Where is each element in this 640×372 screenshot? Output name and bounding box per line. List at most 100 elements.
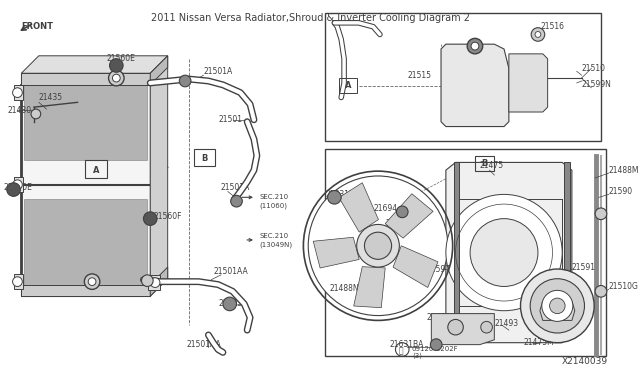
Circle shape [230,195,243,207]
Circle shape [542,291,573,321]
Text: 21501AA: 21501AA [186,340,221,349]
Text: 21488M: 21488M [609,166,639,175]
Bar [85,160,107,178]
Text: 21475: 21475 [480,161,504,170]
Polygon shape [21,73,150,296]
Text: 21510G: 21510G [609,282,639,291]
Text: A: A [93,166,99,175]
Text: 21599N: 21599N [582,80,611,89]
Polygon shape [446,163,572,343]
Text: (11060): (11060) [260,203,288,209]
Text: A: A [345,81,351,90]
Polygon shape [313,237,359,268]
Circle shape [113,74,120,82]
Circle shape [179,75,191,87]
Polygon shape [13,85,23,100]
Text: X2140039: X2140039 [562,357,608,366]
Text: 21631B: 21631B [326,190,355,199]
Circle shape [467,38,483,54]
Text: 21435: 21435 [39,93,63,102]
Circle shape [328,190,341,204]
Text: 21591: 21591 [572,263,596,272]
Polygon shape [148,275,160,291]
Polygon shape [21,285,150,296]
Text: 2011 Nissan Versa Radiator,Shroud & Inverter Cooling Diagram 2: 2011 Nissan Versa Radiator,Shroud & Inve… [150,13,470,23]
Bar [324,149,606,356]
Circle shape [150,278,160,288]
Circle shape [481,321,492,333]
Text: 21560E: 21560E [4,183,33,192]
Text: 21597: 21597 [426,264,451,273]
Bar [324,13,601,141]
Text: B: B [481,159,488,168]
Text: 21495N: 21495N [386,219,415,228]
Text: 21631BA: 21631BA [390,340,424,349]
Text: 21560F: 21560F [153,212,182,221]
Text: 21476H: 21476H [426,313,456,322]
Text: 21694: 21694 [373,205,397,214]
Circle shape [356,224,399,267]
Polygon shape [150,56,168,85]
Circle shape [369,236,388,256]
Text: 21510: 21510 [582,64,605,73]
Text: 21493: 21493 [494,319,518,328]
Text: 21503: 21503 [218,299,242,308]
Polygon shape [21,56,168,73]
Circle shape [141,275,153,286]
Circle shape [109,70,124,86]
Text: 21475M: 21475M [524,338,554,347]
Text: (13049N): (13049N) [260,241,293,248]
Polygon shape [354,267,385,308]
Text: 21430: 21430 [8,106,32,115]
Polygon shape [393,246,438,288]
Circle shape [223,297,237,311]
Circle shape [88,278,96,286]
Circle shape [143,212,157,225]
Bar [564,163,570,337]
Polygon shape [24,199,147,291]
Circle shape [13,88,22,97]
Polygon shape [540,301,575,320]
Polygon shape [441,44,509,126]
Circle shape [109,59,123,72]
Polygon shape [150,267,168,296]
Circle shape [470,219,538,286]
Circle shape [530,279,584,333]
Text: FRONT: FRONT [21,22,53,31]
Circle shape [13,277,22,286]
Text: SEC.210: SEC.210 [260,233,289,239]
Circle shape [31,109,41,119]
Text: 21501A: 21501A [204,67,233,76]
Polygon shape [24,78,147,160]
Polygon shape [150,56,168,296]
Polygon shape [21,73,150,85]
Polygon shape [509,54,548,112]
Circle shape [430,339,442,350]
Polygon shape [339,183,378,232]
Circle shape [7,183,20,196]
Circle shape [595,208,607,219]
Text: 21501: 21501 [218,115,242,124]
Bar [339,78,356,93]
Bar [454,163,460,337]
Circle shape [13,180,22,190]
Text: 21488N: 21488N [330,284,359,293]
Text: 21516: 21516 [541,22,565,31]
Polygon shape [385,194,433,238]
Circle shape [364,232,392,259]
Polygon shape [13,177,23,192]
Circle shape [535,32,541,37]
Text: Ⓑ: Ⓑ [399,346,404,355]
Text: ⟨3⟩: ⟨3⟩ [412,353,422,359]
Circle shape [531,28,545,41]
Text: 21515: 21515 [407,71,431,80]
Circle shape [446,195,562,311]
Text: SEC.210: SEC.210 [260,194,289,200]
Bar [475,155,494,171]
Text: B: B [202,154,208,163]
Circle shape [84,274,100,289]
Circle shape [448,320,463,335]
Circle shape [595,286,607,297]
Circle shape [396,206,408,218]
Polygon shape [13,274,23,289]
